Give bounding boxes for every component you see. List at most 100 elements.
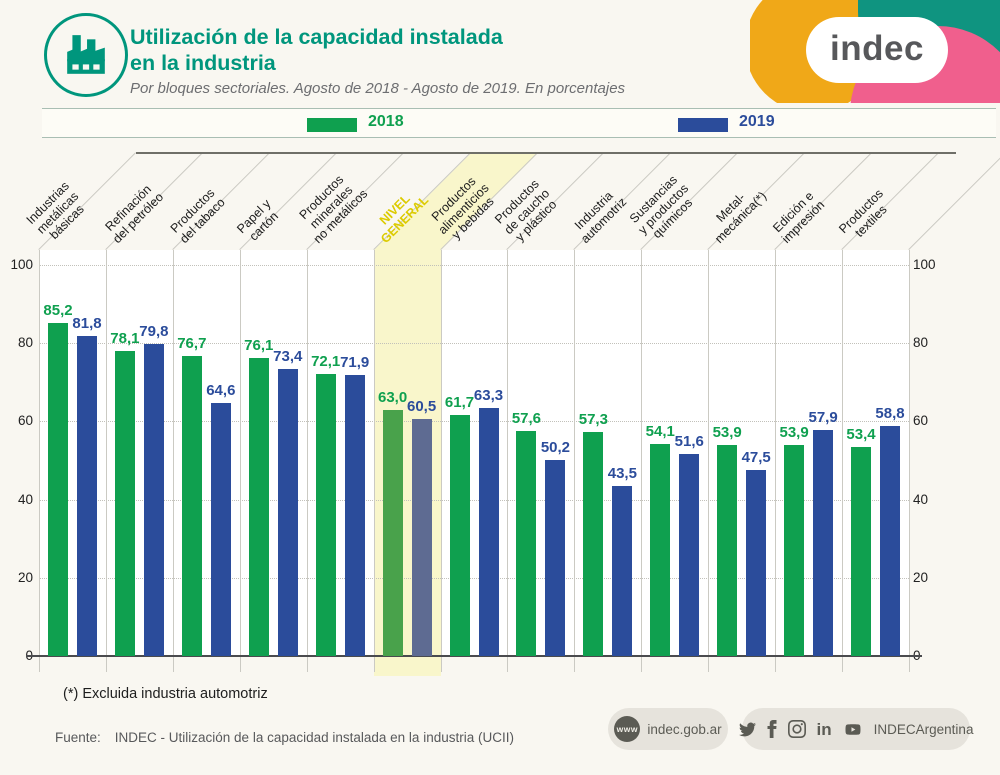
column-separator — [105, 250, 107, 672]
column-separator — [507, 250, 509, 672]
value-label-2018: 53,9 — [779, 424, 809, 442]
gridline — [39, 265, 909, 266]
bar-2019 — [77, 336, 97, 656]
bar-2019 — [143, 343, 164, 656]
category-label: Sustancias y productos químicos — [627, 172, 696, 241]
value-label-2018: 61,7 — [444, 393, 475, 411]
category-label: Industrias metálicas básicas — [23, 178, 87, 242]
value-label-2019: 47,5 — [741, 449, 771, 467]
legend-strip — [42, 109, 996, 137]
value-label-2019: 58,8 — [875, 405, 905, 423]
bar-2019 — [813, 429, 834, 656]
youtube-icon[interactable] — [843, 722, 863, 737]
y-axis-label-right: 40 — [913, 491, 929, 507]
title-line-1: Utilización de la capacidad instalada — [130, 25, 503, 49]
value-label-2019: 71,9 — [340, 353, 370, 371]
legend-label-2018: 2018 — [368, 113, 404, 130]
column-separator — [908, 250, 910, 672]
column-separator — [641, 250, 643, 672]
bar-2018 — [449, 414, 470, 656]
value-label-2019: 51,6 — [674, 433, 704, 451]
y-axis-label-right: 100 — [913, 257, 936, 272]
value-label-2019: 63,3 — [473, 387, 504, 405]
column-separator — [708, 250, 710, 672]
social-handle-text: INDECArgentina — [873, 721, 974, 737]
source-text: INDEC - Utilización de la capacidad inst… — [114, 730, 514, 745]
value-label-2018: 57,3 — [578, 410, 608, 428]
value-label-2019: 50,2 — [540, 438, 571, 456]
website-pill[interactable]: www indec.gob.ar — [608, 708, 728, 750]
bar-2019 — [545, 459, 566, 656]
value-label-2018: 72,1 — [311, 353, 341, 371]
page-title: Utilización de la capacidad instalada en… — [130, 24, 503, 76]
bar-2019 — [612, 485, 633, 656]
column-separator — [172, 250, 174, 672]
gridline — [39, 421, 909, 423]
column-separator — [440, 250, 442, 672]
source-label: Fuente: — [55, 730, 101, 745]
bar-2018 — [650, 444, 671, 656]
y-axis-label-right: 80 — [913, 335, 929, 351]
factory-icon — [44, 13, 128, 97]
category-label: Productos del tabaco — [167, 185, 228, 246]
footnote: (*) Excluida industria automotriz — [63, 686, 268, 702]
column-separator — [39, 250, 40, 672]
value-label-2019: 79,8 — [139, 322, 169, 340]
source-line: Fuente: INDEC - Utilización de la capaci… — [55, 730, 514, 745]
column-separator — [775, 250, 777, 672]
bar-2019 — [880, 426, 901, 656]
y-axis-label-left: 60 — [17, 413, 33, 429]
value-label-2019: 64,6 — [206, 382, 236, 400]
bar-2018 — [583, 431, 604, 656]
value-label-2019: 57,9 — [808, 408, 838, 426]
value-label-2018: 76,1 — [244, 337, 274, 355]
bar-2019 — [210, 403, 231, 656]
legend-swatch-2019 — [678, 118, 728, 132]
legend-swatch-2018 — [307, 118, 357, 132]
column-separator — [574, 250, 576, 672]
category-label: Metal- mecánica(*) — [711, 188, 769, 246]
value-label-2018: 53,9 — [712, 424, 742, 442]
y-axis-label-left: 100 — [10, 257, 33, 272]
bar-2019 — [478, 408, 499, 656]
bar-chart: 002020404060608080100100Industrias metál… — [0, 145, 1000, 685]
bar-2019 — [277, 369, 298, 656]
bar-2018 — [516, 430, 537, 656]
bar-2018 — [851, 447, 872, 656]
bar-2018 — [784, 445, 805, 656]
value-label-2019: 81,8 — [72, 315, 102, 333]
bar-2018 — [382, 409, 403, 656]
social-pill[interactable]: in INDECArgentina — [738, 708, 973, 750]
category-label: Refinación del petróleo — [102, 182, 166, 246]
facebook-icon[interactable] — [767, 720, 777, 738]
value-label-2018: 78,1 — [110, 329, 140, 347]
column-separator — [306, 250, 308, 672]
instagram-icon[interactable] — [787, 720, 806, 738]
label-area-top-line — [136, 152, 956, 154]
factory-icon-glyph — [67, 35, 105, 74]
value-label-2018: 63,0 — [377, 388, 408, 406]
value-label-2018: 53,4 — [846, 426, 876, 444]
value-label-2019: 60,5 — [406, 398, 437, 416]
bar-2018 — [48, 322, 68, 656]
y-axis-label-right: 20 — [913, 569, 929, 585]
column-separator — [842, 250, 844, 672]
category-label: Papel y cartón — [233, 196, 281, 244]
twitter-icon[interactable] — [738, 721, 756, 738]
website-text: indec.gob.ar — [647, 721, 722, 737]
y-axis-label-left: 80 — [17, 335, 33, 351]
value-label-2018: 76,7 — [177, 335, 207, 353]
legend-rule-bottom — [42, 137, 996, 138]
column-separator — [373, 250, 375, 672]
y-axis-label-right: 60 — [913, 413, 929, 429]
category-label: Productos textiles — [836, 186, 890, 240]
www-icon: www — [614, 716, 641, 742]
legend-rule-top — [42, 108, 996, 109]
value-label-2019: 43,5 — [607, 464, 637, 482]
category-label: Industria automotriz — [572, 188, 630, 246]
bar-2018 — [114, 350, 135, 656]
column-separator — [239, 250, 241, 672]
legend-label-2019: 2019 — [739, 113, 775, 130]
gridline — [39, 343, 909, 345]
linkedin-icon[interactable]: in — [816, 719, 832, 739]
